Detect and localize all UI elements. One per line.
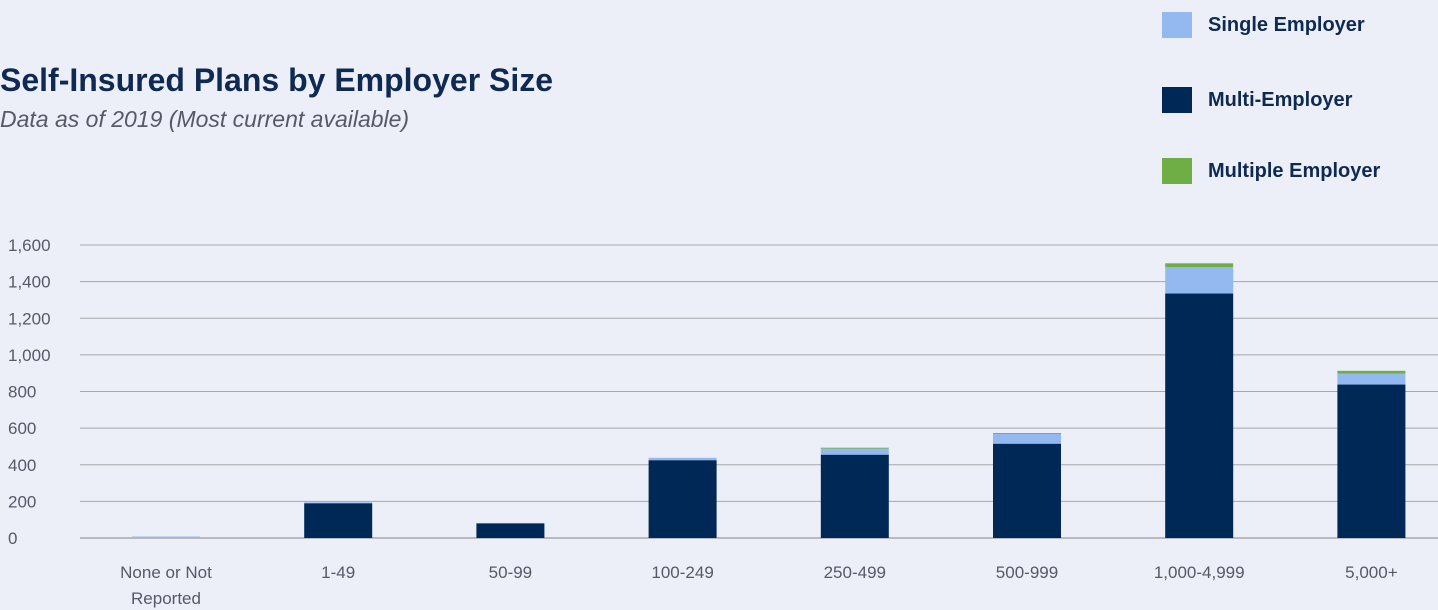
legend-item-multiple-employer: Multiple Employer <box>1162 158 1380 184</box>
x-tick-label: 5,000+ <box>1345 563 1398 582</box>
y-tick-label: 400 <box>8 456 36 475</box>
bar-multi-employer <box>993 443 1061 538</box>
legend-label-multiple-employer: Multiple Employer <box>1208 159 1381 182</box>
y-tick-label: 1,400 <box>8 273 51 292</box>
x-tick-label: None or Not Reported <box>120 563 212 608</box>
x-tick-label: 1,000-4,999 <box>1154 563 1245 582</box>
bar-multiple-employer <box>1337 370 1406 374</box>
bar-single-employer <box>648 457 717 461</box>
x-tick-label: 100-249 <box>651 563 713 582</box>
legend-item-single-employer: Single Employer <box>1162 12 1365 38</box>
chart-title: Self-Insured Plans by Employer Size <box>0 62 554 98</box>
bar-multi-employer <box>304 503 373 538</box>
bar-chart: 0 200 400 600 800 1,000 1,200 1,400 1,600 None or… <box>8 236 1438 608</box>
legend-label-single-employer: Single Employer <box>1208 13 1365 36</box>
chart-subtitle: Data as of 2019 (Most current available) <box>0 106 410 132</box>
x-tick-label: 500-999 <box>996 563 1058 582</box>
y-tick-label: 1,000 <box>8 346 51 365</box>
legend-swatch-single-employer <box>1162 12 1192 38</box>
bar-multi-employer <box>1165 293 1234 538</box>
legend-swatch-multiple-employer <box>1162 158 1192 184</box>
x-tick-label-line: Reported <box>131 589 201 608</box>
bar-multi-employer <box>1337 384 1406 538</box>
bar-multiple-employer <box>820 447 889 449</box>
legend-swatch-multi-employer <box>1162 87 1192 113</box>
bar-multi-employer <box>476 523 545 538</box>
legend-label-multi-employer: Multi-Employer <box>1208 88 1353 111</box>
x-tick-label: 1-49 <box>321 563 355 582</box>
bar-multiple-employer <box>993 433 1061 434</box>
y-tick-label: 200 <box>8 492 36 511</box>
y-tick-label: 0 <box>8 529 17 548</box>
bar-multi-employer <box>820 454 889 538</box>
y-tick-label: 600 <box>8 419 36 438</box>
bar-single-employer <box>993 433 1061 444</box>
bar-single-employer <box>820 448 889 455</box>
bar-single-employer <box>304 502 373 504</box>
bar-single-employer <box>1337 373 1406 385</box>
y-tick-label: 1,200 <box>8 309 51 328</box>
x-tick-label: 250-499 <box>824 563 886 582</box>
y-tick-label: 1,600 <box>8 236 51 255</box>
bar-single-employer <box>1165 266 1234 294</box>
x-tick-label-line: None or Not <box>120 563 212 582</box>
y-tick-label: 800 <box>8 383 36 402</box>
bar-multiple-employer <box>1165 263 1234 267</box>
bar-single-employer <box>132 536 200 538</box>
legend-item-multi-employer: Multi-Employer <box>1162 87 1352 113</box>
x-tick-label: 50-99 <box>489 563 532 582</box>
bar-multi-employer <box>648 460 717 538</box>
